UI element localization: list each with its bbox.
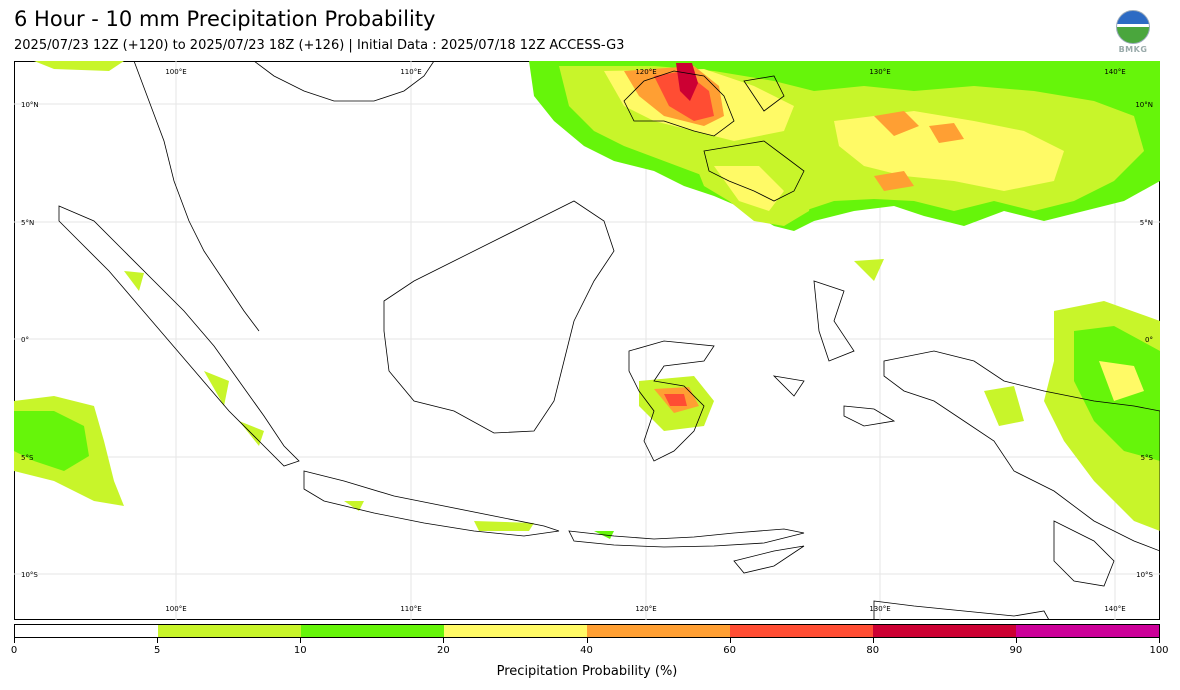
lon-label-top: 140°E [1104, 68, 1125, 76]
colorbar-segment [873, 625, 1016, 637]
precip-areas [14, 61, 1160, 539]
colorbar-tick [1159, 638, 1160, 643]
colorbar-tick-label: 40 [580, 645, 593, 656]
colorbar-segment [444, 625, 587, 637]
lat-label-right: 0° [1145, 336, 1153, 344]
colorbar-tick [1015, 638, 1017, 643]
bmkg-logo-icon [1116, 10, 1150, 44]
precipitation-map: 100°E 110°E 120°E 130°E 140°E 100°E 110°… [14, 61, 1160, 620]
colorbar-segment [158, 625, 301, 637]
lon-label-top: 120°E [635, 68, 656, 76]
lon-label-top: 130°E [869, 68, 890, 76]
colorbar-tick [729, 638, 731, 643]
lon-label-top: 110°E [400, 68, 421, 76]
colorbar-tick-label: 0 [10, 645, 18, 656]
bmkg-logo: BMKG [1112, 10, 1154, 56]
colorbar-tick [157, 638, 159, 643]
bmkg-logo-text: BMKG [1118, 45, 1148, 54]
lat-label-left: 10°S [21, 571, 38, 579]
lon-label-top: 100°E [165, 68, 186, 76]
colorbar-tick-label: 90 [1009, 645, 1023, 656]
lat-label-left: 5°S [21, 454, 34, 462]
lat-label-right: 10°N [1135, 101, 1153, 109]
colorbar-tick-label: 5 [153, 645, 161, 656]
colorbar-segment [1016, 625, 1159, 637]
colorbar-segment [301, 625, 444, 637]
colorbar-tick-label: 20 [437, 645, 450, 656]
coastlines [58, 61, 1160, 620]
lon-label-bottom: 130°E [869, 605, 890, 613]
lat-label-right: 10°S [1136, 571, 1153, 579]
lon-label-bottom: 120°E [635, 605, 656, 613]
lon-label-bottom: 100°E [165, 605, 186, 613]
colorbar-tick-label: 100 [1149, 645, 1169, 656]
colorbar-tick [300, 638, 302, 643]
colorbar [14, 624, 1160, 638]
lat-label-right: 5°S [1141, 454, 1154, 462]
colorbar-tick [586, 638, 588, 643]
colorbar-tick-label: 60 [723, 645, 736, 656]
colorbar-tick [872, 638, 874, 643]
map-axis-labels: 100°E 110°E 120°E 130°E 140°E 100°E 110°… [21, 68, 1154, 613]
colorbar-tick [443, 638, 445, 643]
lat-label-left: 0° [21, 336, 29, 344]
lon-label-bottom: 140°E [1104, 605, 1125, 613]
chart-title: 6 Hour - 10 mm Precipitation Probability [14, 7, 436, 31]
colorbar-segment [730, 625, 873, 637]
lat-label-left: 10°N [21, 101, 39, 109]
chart-subtitle: 2025/07/23 12Z (+120) to 2025/07/23 18Z … [14, 38, 625, 53]
lat-label-right: 5°N [1140, 219, 1153, 227]
colorbar-tick [14, 638, 15, 643]
colorbar-tick-label: 10 [293, 645, 307, 656]
colorbar-title: Precipitation Probability (%) [496, 664, 678, 679]
lat-label-left: 5°N [21, 219, 34, 227]
colorbar-segment [587, 625, 730, 637]
lon-label-bottom: 110°E [400, 605, 421, 613]
colorbar-tick-label: 80 [866, 645, 880, 656]
colorbar-segment [15, 625, 158, 637]
